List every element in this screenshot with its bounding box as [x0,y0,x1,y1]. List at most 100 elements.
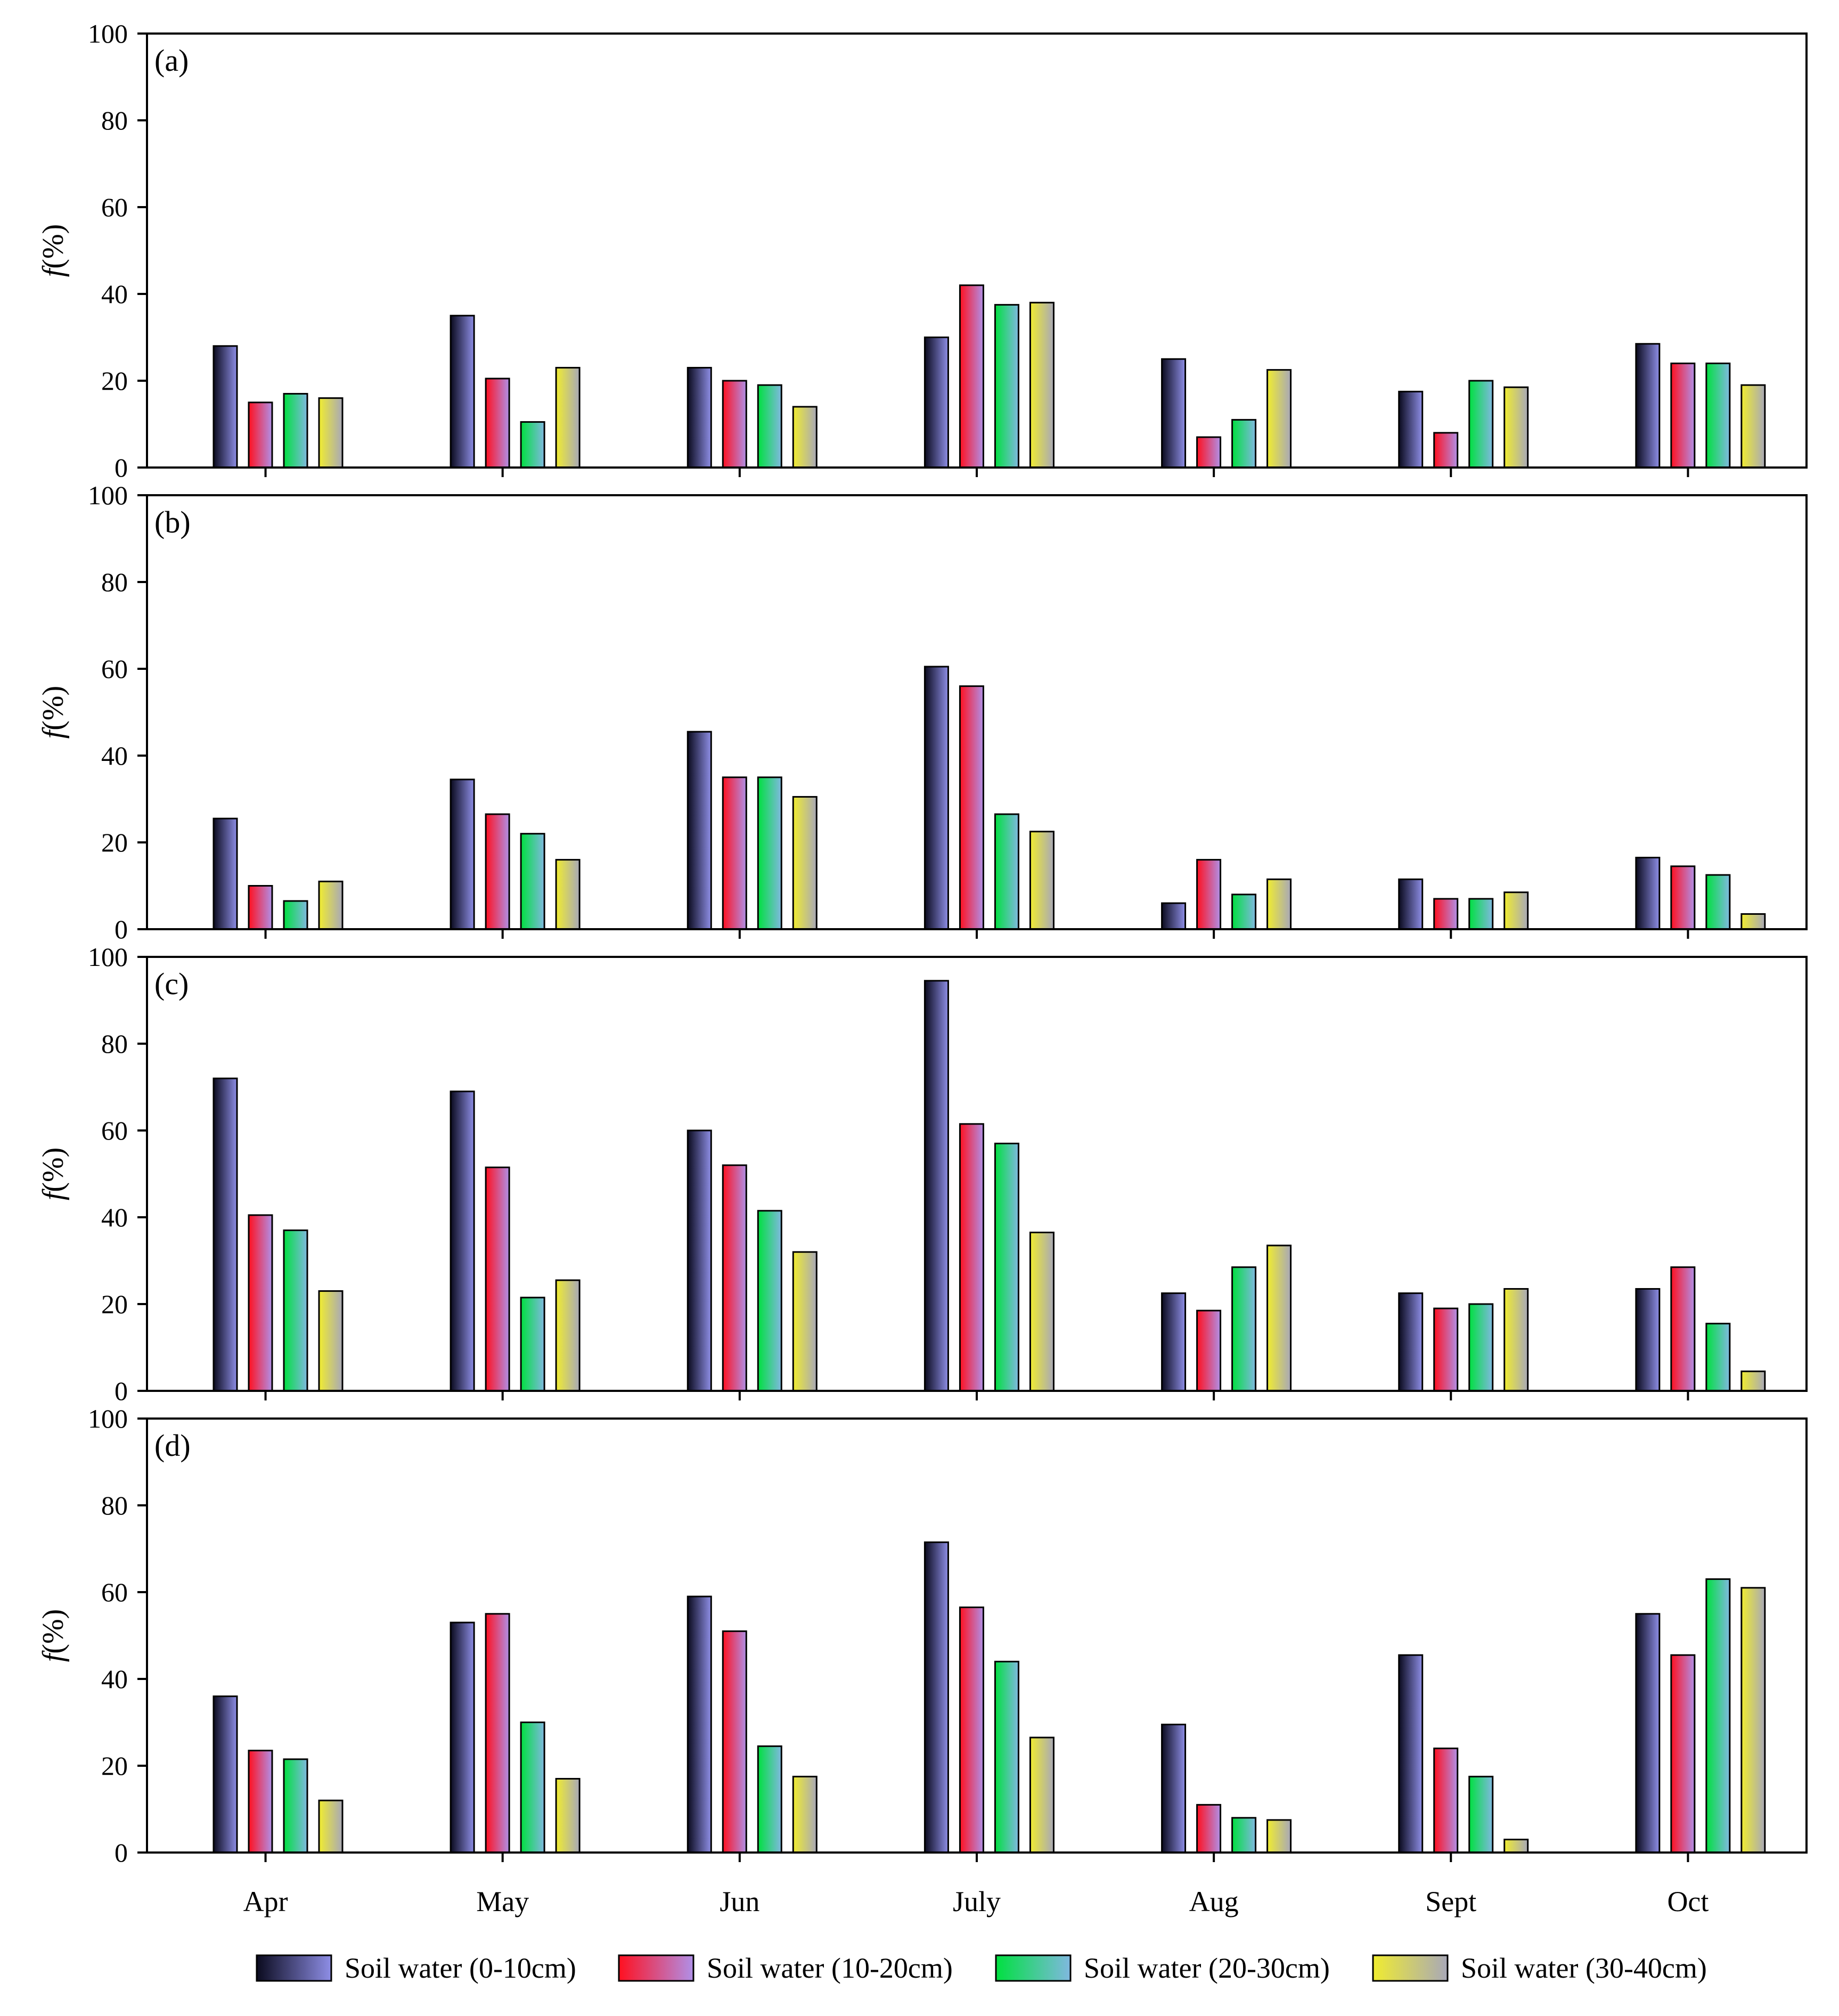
bar-oct-series-0 [1635,857,1661,930]
bar-jun-series-3 [792,406,818,469]
bar-july-series-2 [994,1660,1019,1854]
bar-july-series-2 [994,813,1019,930]
bar-jun-series-2 [757,1745,782,1854]
bar-aug-series-2 [1231,419,1257,469]
bar-oct-series-2 [1705,1578,1731,1854]
bar-apr-series-1 [248,1749,273,1854]
bar-oct-series-0 [1635,1288,1661,1392]
bar-may-series-0 [449,1621,475,1854]
y-tick-label: 40 [101,279,128,309]
bar-may-series-3 [555,367,581,469]
bar-sept-series-1 [1433,432,1459,469]
bar-may-series-0 [449,778,475,930]
x-category-sept: Sept [1425,1886,1476,1917]
legend-label-3: Soil water (30-40cm) [1461,1952,1707,1984]
bar-sept-series-1 [1433,898,1459,930]
y-tick-label: 80 [101,1490,128,1520]
bar-july-series-1 [959,1607,984,1854]
bar-sept-series-3 [1503,1839,1529,1854]
y-tick-label: 20 [101,827,128,857]
bar-july-series-0 [923,980,949,1392]
bar-jun-series-3 [792,1775,818,1854]
bar-sept-series-2 [1468,1303,1494,1392]
bar-may-series-2 [520,421,545,469]
bar-july-series-3 [1029,301,1055,469]
bar-aug-series-2 [1231,894,1257,930]
bar-july-series-1 [959,284,984,469]
bar-sept-series-2 [1468,380,1494,469]
x-category-may: May [476,1886,529,1917]
bar-july-series-0 [923,337,949,469]
y-axis-label: f(%) [37,1148,70,1201]
bar-may-series-0 [449,1091,475,1392]
bar-may-series-0 [449,315,475,469]
y-tick-label: 60 [101,192,128,222]
bar-may-series-1 [485,813,510,930]
y-tick-label: 80 [101,105,128,135]
bar-apr-series-0 [212,345,238,469]
bar-oct-series-1 [1670,362,1696,469]
x-axis-categories: Apr May Jun July Aug Sept Oct [243,1886,1709,1917]
bar-jun-series-2 [757,1210,782,1392]
x-category-july: July [953,1886,1001,1917]
bar-oct-series-2 [1705,1323,1731,1392]
y-tick-label: 80 [101,567,128,597]
y-tick-label: 40 [101,1664,128,1694]
y-tick-label: 0 [115,914,128,944]
y-tick-label: 40 [101,741,128,771]
bar-sept-series-1 [1433,1747,1459,1854]
bar-apr-series-2 [283,1758,308,1854]
legend-label-1: Soil water (10-20cm) [707,1952,953,1984]
bar-sept-series-2 [1468,1775,1494,1854]
y-tick-label: 0 [115,1838,128,1867]
y-axis-label: f(%) [37,1609,70,1662]
bar-may-series-3 [555,1279,581,1392]
bar-july-series-0 [923,666,949,930]
legend-label-2: Soil water (20-30cm) [1084,1952,1330,1984]
bar-may-series-1 [485,378,510,469]
bar-jun-series-0 [686,1129,712,1392]
y-tick-label: 100 [88,19,128,48]
bar-may-series-2 [520,1297,545,1392]
y-tick-label: 60 [101,654,128,684]
bar-apr-series-3 [318,397,344,469]
bar-jun-series-3 [792,1251,818,1392]
bar-apr-series-3 [318,1290,344,1392]
bar-aug-series-0 [1161,1292,1187,1392]
bar-may-series-2 [520,833,545,930]
y-tick-label: 40 [101,1202,128,1232]
bar-apr-series-0 [212,1077,238,1392]
panel-label: (b) [154,505,191,539]
bar-sept-series-3 [1503,386,1529,469]
bar-oct-series-3 [1740,384,1766,469]
bar-jun-series-1 [722,776,747,930]
bar-jun-series-0 [686,1595,712,1854]
bar-july-series-0 [923,1541,949,1854]
bar-sept-series-0 [1398,1292,1424,1392]
bar-jun-series-2 [757,776,782,930]
bar-aug-series-1 [1196,436,1222,469]
bar-apr-series-2 [283,900,308,930]
bar-oct-series-1 [1670,1266,1696,1392]
bar-sept-series-3 [1503,891,1529,930]
bar-may-series-3 [555,1777,581,1854]
legend-label-0: Soil water (0-10cm) [345,1952,576,1984]
bar-july-series-1 [959,685,984,930]
legend-swatch-1 [618,1954,694,1982]
bar-apr-series-2 [283,1229,308,1392]
x-category-aug: Aug [1189,1886,1239,1917]
bar-may-series-1 [485,1166,510,1392]
bar-jun-series-1 [722,380,747,469]
bar-aug-series-2 [1231,1817,1257,1854]
x-category-jun: Jun [720,1886,759,1917]
panel-2: 0 20 40 60 80 100 (c) f(%) [37,942,1808,1406]
bar-jun-series-3 [792,796,818,930]
y-tick-label: 20 [101,1289,128,1319]
bar-oct-series-3 [1740,913,1766,930]
bar-aug-series-3 [1266,878,1292,930]
bar-aug-series-0 [1161,358,1187,469]
bar-apr-series-3 [318,880,344,930]
bar-apr-series-1 [248,885,273,930]
y-tick-label: 100 [88,942,128,972]
